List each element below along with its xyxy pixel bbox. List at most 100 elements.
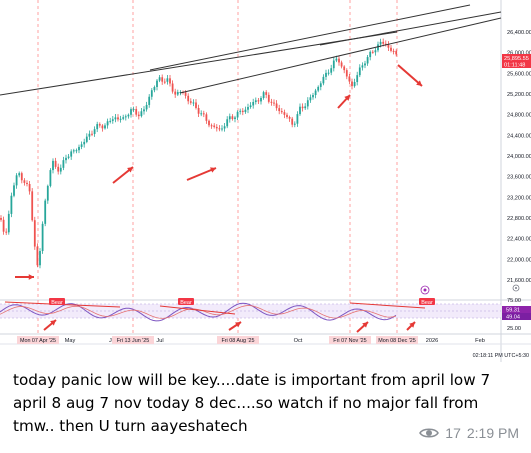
candle-body xyxy=(280,111,283,113)
annotation-arrow[interactable] xyxy=(397,64,423,87)
candle-body xyxy=(278,108,281,112)
trendline[interactable] xyxy=(149,4,471,71)
rsi-band xyxy=(0,304,501,318)
trendline[interactable] xyxy=(319,11,502,46)
candle-body xyxy=(267,94,270,102)
bear-label-bg xyxy=(178,298,194,305)
rsi-divergence-line[interactable] xyxy=(159,305,236,315)
candle-body xyxy=(228,116,231,120)
rsi-value: 59.31 xyxy=(506,308,520,314)
bear-label-bg xyxy=(49,298,65,305)
trendline[interactable] xyxy=(179,17,502,94)
candle-body xyxy=(135,109,138,115)
time-axis-label: Jul xyxy=(156,338,163,344)
candle-body xyxy=(213,125,216,127)
message-time: 2:19 PM xyxy=(466,425,519,441)
candle-body xyxy=(366,57,369,64)
time-axis-label: Oct xyxy=(294,338,303,344)
candle-body xyxy=(262,92,265,98)
candle-body xyxy=(288,117,291,119)
candle-body xyxy=(343,66,346,71)
candle-body xyxy=(176,92,179,95)
chart-canvas[interactable]: Bear Bear Bear 26,400.00 26,000.00 25,600.00… xyxy=(0,0,531,362)
candle-body xyxy=(127,114,130,117)
candle-body xyxy=(44,200,47,224)
message-meta: 17 2:19 PM xyxy=(419,425,519,441)
candle-body xyxy=(101,125,104,129)
candle-body xyxy=(374,50,377,53)
candle-body xyxy=(104,125,106,129)
candle-body xyxy=(39,251,41,266)
rsi-signal-value: 49.04 xyxy=(506,315,520,321)
candle-body xyxy=(114,117,117,120)
candle-body xyxy=(247,107,249,110)
candle-body xyxy=(117,117,119,120)
price-axis-label: 25,600.00 xyxy=(507,71,531,77)
date-highlight-label: Fri 08 Aug '25 xyxy=(221,338,254,344)
candle-body xyxy=(59,167,62,172)
candle-body xyxy=(171,83,174,92)
candle-body xyxy=(309,97,312,101)
candle-body xyxy=(390,47,392,51)
candle-body xyxy=(18,173,21,176)
trading-chart[interactable]: Bear Bear Bear 26,400.00 26,000.00 25,600.00… xyxy=(0,0,531,362)
price-axis-label: 22,800.00 xyxy=(507,216,531,222)
candle-body xyxy=(252,102,255,106)
candle-body xyxy=(265,92,268,95)
candle-body xyxy=(78,146,80,151)
annotation-arrowhead xyxy=(416,80,422,86)
candle-body xyxy=(67,156,70,158)
candle-body xyxy=(395,51,398,55)
date-highlight-bg xyxy=(329,336,371,344)
candle-body xyxy=(145,104,148,110)
candle-body xyxy=(166,78,169,82)
price-axis-label: 24,800.00 xyxy=(507,113,531,119)
candle-body xyxy=(132,109,135,111)
candle-body xyxy=(49,170,52,186)
candle-body xyxy=(210,125,213,127)
date-highlight-label: Mon 08 Dec '25 xyxy=(378,338,416,344)
candle-body xyxy=(392,50,395,52)
rsi-signal-badge xyxy=(502,313,531,320)
candle-body xyxy=(75,150,78,152)
view-count: 17 xyxy=(445,425,461,441)
candle-body xyxy=(239,110,242,112)
annotation-arrowhead xyxy=(362,322,368,328)
bear-label: Bear xyxy=(51,300,63,306)
rsi-divergence-line[interactable] xyxy=(349,302,426,309)
candle-body xyxy=(218,128,221,130)
candle-body xyxy=(130,109,132,115)
bear-label: Bear xyxy=(180,300,192,306)
price-axis-label: 24,000.00 xyxy=(507,154,531,160)
settings-icon[interactable] xyxy=(512,284,520,292)
candle-body xyxy=(156,80,158,88)
price-axis-label: 22,000.00 xyxy=(507,257,531,263)
candle-body xyxy=(15,175,18,186)
candle-body xyxy=(275,103,278,109)
candle-body xyxy=(369,51,372,58)
settings-icon-center xyxy=(515,287,517,289)
candle-body xyxy=(124,116,127,118)
trendline[interactable] xyxy=(0,31,398,96)
date-highlight-label: Fri 13 Jun '25 xyxy=(117,338,150,344)
candle-body xyxy=(0,218,2,220)
candle-body xyxy=(244,109,247,113)
price-pane[interactable] xyxy=(0,0,501,300)
candle-body xyxy=(356,75,359,83)
candle-body xyxy=(7,213,10,233)
candle-body xyxy=(231,116,234,119)
candle-body xyxy=(189,101,192,103)
candle-body xyxy=(296,114,299,124)
candle-body xyxy=(169,78,171,84)
candle-body xyxy=(384,43,387,45)
time-axis-label: May xyxy=(65,338,76,344)
price-axis-label: 21,600.00 xyxy=(507,278,531,284)
candle-body xyxy=(345,70,348,77)
annotation-arrowhead xyxy=(28,274,34,280)
candle-body xyxy=(46,185,49,201)
candle-body xyxy=(223,126,226,129)
candle-body xyxy=(270,101,273,103)
target-icon-dot xyxy=(423,288,427,292)
target-icon[interactable] xyxy=(420,285,430,295)
date-highlight-bg xyxy=(112,336,154,344)
